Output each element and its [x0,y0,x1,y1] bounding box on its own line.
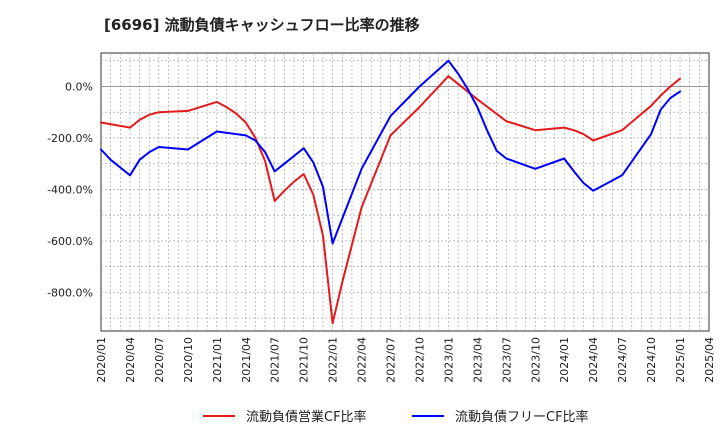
x-tick-label: 2025/01 [674,337,687,383]
y-tick-label: 0.0% [65,80,93,93]
x-tick-label: 2022/01 [327,337,340,383]
legend: 流動負債営業CF比率 流動負債フリーCF比率 [203,409,589,425]
plot-frame [100,52,710,332]
axis-layer: 0.0% -200.0% -400.0% -600.0% -800.0% 2020/01 2… [47,80,716,382]
x-tick-label: 2020/04 [124,337,137,383]
x-tick-label: 2020/07 [153,337,166,383]
x-tick-label: 2024/07 [616,337,629,383]
x-tick-label: 2021/07 [269,337,282,383]
x-tick-label: 2023/07 [500,337,513,383]
x-tick-label: 2021/10 [298,337,311,383]
y-tick-label: -400.0% [47,183,93,196]
y-tick-label: -600.0% [47,235,93,248]
x-tick-label: 2025/04 [703,337,716,383]
chart-title: [6696] 流動負債キャッシュフロー比率の推移 [104,16,420,34]
series-line-1 [100,75,681,325]
x-tick-label: 2022/07 [385,337,398,383]
x-tick-label: 2022/10 [413,337,426,383]
grid-layer [100,52,710,332]
x-tick-label: 2024/04 [587,337,600,383]
y-tick-label: -800.0% [47,286,93,299]
legend-label-2: 流動負債フリーCF比率 [455,409,589,425]
x-tick-label: 2023/10 [529,337,542,383]
x-tick-label: 2020/01 [95,337,108,383]
x-tick-label: 2020/10 [182,337,195,383]
x-tick-label: 2024/01 [558,337,571,383]
x-tick-label: 2023/01 [442,337,455,383]
series-layer [100,59,681,325]
x-tick-label: 2021/04 [240,337,253,383]
series-line-2 [100,59,681,245]
y-tick-label: -200.0% [47,132,93,145]
x-tick-label: 2023/04 [471,337,484,383]
x-tick-label: 2024/10 [645,337,658,383]
x-tick-label: 2021/01 [211,337,224,383]
legend-label-1: 流動負債営業CF比率 [246,409,367,425]
x-tick-label: 2022/04 [356,337,369,383]
